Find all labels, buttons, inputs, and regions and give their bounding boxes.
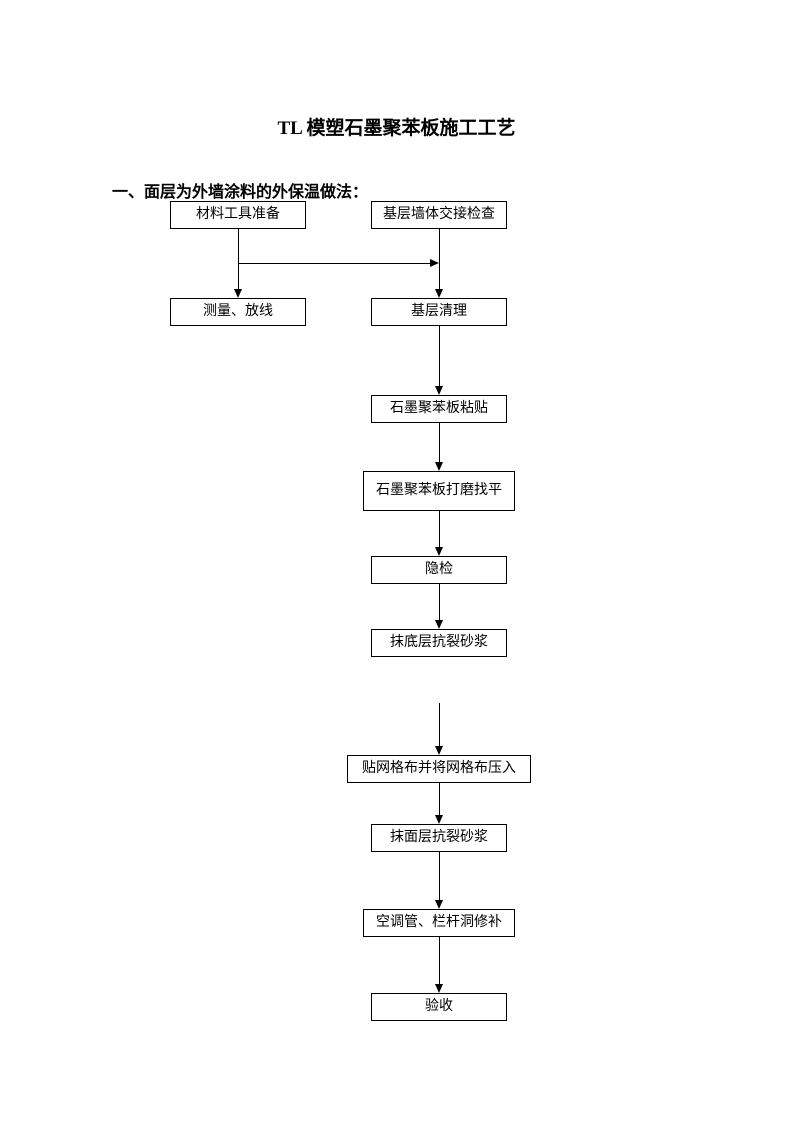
arrow-line — [439, 937, 440, 985]
arrow-line — [439, 584, 440, 621]
arrow-down-icon — [435, 984, 443, 993]
arrow-down-icon — [435, 620, 443, 629]
flow-node-n2: 基层墙体交接检查 — [371, 201, 507, 229]
arrow-line — [439, 423, 440, 463]
arrow-down-icon — [435, 386, 443, 395]
arrow-line — [439, 703, 440, 747]
arrow-line — [439, 229, 440, 290]
flow-node-n4: 基层清理 — [371, 298, 507, 326]
flow-node-n7: 隐检 — [371, 556, 507, 584]
arrow-down-icon — [435, 289, 443, 298]
flow-node-n3: 测量、放线 — [170, 298, 306, 326]
arrow-line — [439, 783, 440, 816]
arrow-right-icon — [430, 259, 439, 267]
arrow-down-icon — [234, 289, 242, 298]
flow-node-n9: 贴网格布并将网格布压入 — [347, 755, 531, 783]
flow-node-n11: 空调管、栏杆洞修补 — [363, 909, 515, 937]
flow-node-n12: 验收 — [371, 993, 507, 1021]
arrow-line — [238, 229, 239, 290]
page-title: TL 模塑石墨聚苯板施工工艺 — [0, 113, 793, 140]
flow-node-n1: 材料工具准备 — [170, 201, 306, 229]
arrow-down-icon — [435, 746, 443, 755]
section-title: 一、面层为外墙涂料的外保温做法： — [112, 178, 368, 202]
flow-node-n5: 石墨聚苯板粘贴 — [371, 395, 507, 423]
arrow-line — [439, 852, 440, 901]
arrow-line — [439, 511, 440, 548]
arrow-line — [238, 263, 431, 264]
arrow-down-icon — [435, 462, 443, 471]
flow-node-n10: 抹面层抗裂砂浆 — [371, 824, 507, 852]
arrow-down-icon — [435, 900, 443, 909]
arrow-down-icon — [435, 815, 443, 824]
arrow-line — [439, 326, 440, 387]
arrow-down-icon — [435, 547, 443, 556]
flow-node-n6: 石墨聚苯板打磨找平 — [363, 471, 515, 511]
flow-node-n8: 抹底层抗裂砂浆 — [371, 629, 507, 657]
